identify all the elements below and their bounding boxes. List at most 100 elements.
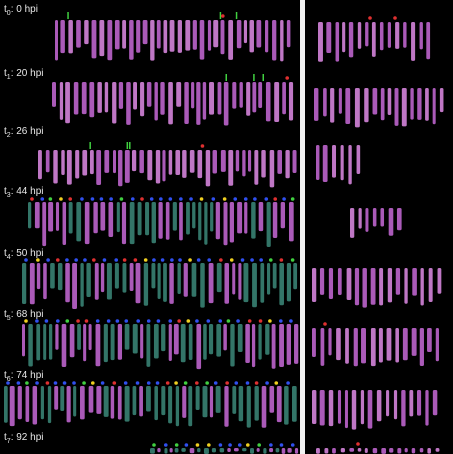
lineage-marker <box>286 381 290 385</box>
cell-lane <box>426 22 431 60</box>
cell-lane <box>237 324 243 353</box>
lineage-marker <box>122 258 127 262</box>
cell-lane <box>272 263 277 289</box>
death-marker <box>285 76 290 80</box>
lineage-marker <box>179 197 183 201</box>
cell-lane <box>395 268 401 295</box>
lineage-marker <box>72 381 76 385</box>
cell-lane <box>275 448 280 453</box>
cell-lane <box>372 448 378 454</box>
lineage-marker <box>206 319 211 323</box>
cell-lane <box>338 88 342 114</box>
cell-lane <box>139 386 143 417</box>
cell-lane <box>245 324 250 363</box>
cell-lane <box>395 328 399 363</box>
cell-lane <box>131 150 137 172</box>
timepoint-label-1: t1: 20 hpi <box>4 68 44 81</box>
lineage-marker <box>289 319 293 323</box>
lineage-marker <box>254 381 259 385</box>
cell-lane <box>370 328 376 367</box>
cell-lane <box>251 202 256 239</box>
cell-lane <box>312 328 316 358</box>
cell-lane <box>258 202 264 232</box>
cell-lane <box>260 263 265 303</box>
cell-lane <box>189 150 195 173</box>
lineage-marker <box>100 381 105 385</box>
cell-lane <box>367 390 373 429</box>
cell-lane <box>188 386 193 427</box>
cell-lane <box>96 386 102 414</box>
cell-lane <box>156 20 161 49</box>
lineage-marker <box>123 381 128 385</box>
cell-lane <box>129 263 134 291</box>
lineage-marker <box>213 381 218 385</box>
cell-lane <box>411 22 416 61</box>
cell-lane <box>50 263 55 289</box>
cell-lane <box>176 82 182 107</box>
cell-lane <box>184 82 189 124</box>
timepoint-label-0: t0: 0 hpi <box>4 4 38 17</box>
lineage-marker <box>35 381 39 385</box>
lineage-marker <box>62 381 67 385</box>
cell-lane <box>228 150 234 186</box>
cell-lane <box>378 328 383 363</box>
cell-lane <box>94 263 99 300</box>
cell-lane <box>403 22 407 48</box>
cell-lane <box>182 386 187 418</box>
lineage-marker <box>188 258 192 262</box>
cell-lane <box>122 263 127 293</box>
cell-lane <box>55 324 59 350</box>
cell-lane <box>150 448 155 454</box>
lineage-marker <box>59 197 63 201</box>
cell-lane <box>328 390 334 427</box>
lineage-marker <box>136 319 141 323</box>
cell-lane <box>351 390 357 430</box>
cell-lane <box>195 386 200 411</box>
cell-lane <box>276 386 282 423</box>
timepoint-label-5: t5: 68 hpi <box>4 309 44 322</box>
cell-lane <box>285 150 290 179</box>
cell-lane <box>266 202 271 247</box>
cell-lane <box>332 145 337 178</box>
lineage-marker <box>246 443 250 447</box>
cell-lane <box>354 88 360 128</box>
lineage-marker <box>174 443 179 447</box>
cell-lane <box>258 82 263 109</box>
cell-lane <box>146 386 151 412</box>
cell-lane <box>55 202 60 231</box>
cell-lane <box>157 448 161 453</box>
cell-lane <box>155 150 161 184</box>
cell-lane <box>132 324 138 354</box>
cell-lane <box>345 328 349 364</box>
cell-lane <box>425 88 429 121</box>
cell-lane <box>215 386 221 413</box>
cell-lane <box>235 150 240 172</box>
cell-lane <box>135 263 141 304</box>
cell-lane <box>140 324 144 359</box>
cell-lane <box>192 202 196 229</box>
cell-lane <box>396 208 402 231</box>
cell-lane <box>154 82 158 121</box>
lineage-marker <box>268 319 272 323</box>
cell-lane <box>203 324 207 360</box>
lineage-marker <box>152 258 156 262</box>
cell-lane <box>146 324 151 367</box>
cell-lane <box>107 20 113 61</box>
cell-lane <box>252 82 257 113</box>
cell-lane <box>122 20 127 49</box>
cell-lane <box>417 88 422 120</box>
lineage-marker <box>177 319 181 323</box>
cell-lane <box>354 268 360 306</box>
cell-lane <box>147 150 153 181</box>
cell-lane <box>61 324 67 368</box>
cell-lane <box>213 20 219 48</box>
cell-lane <box>118 150 123 187</box>
cell-lane <box>48 324 53 360</box>
cell-lane <box>258 324 262 360</box>
division-tick <box>126 142 129 149</box>
cell-lane <box>280 20 284 62</box>
cell-lane <box>376 390 382 422</box>
lineage-marker <box>207 443 211 447</box>
lineage-marker <box>290 443 295 447</box>
cell-lane <box>380 88 385 121</box>
